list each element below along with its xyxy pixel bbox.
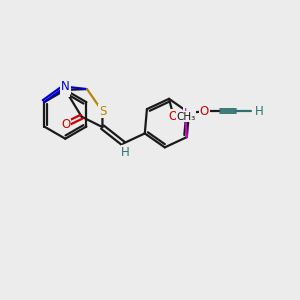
Text: I: I [184, 107, 187, 120]
Text: H: H [121, 146, 130, 159]
Text: O: O [169, 110, 178, 123]
Text: N: N [61, 83, 70, 97]
Text: O: O [61, 118, 71, 130]
Text: H: H [255, 105, 264, 118]
Text: O: O [200, 105, 209, 118]
Text: N: N [61, 80, 70, 93]
Text: CH₃: CH₃ [176, 112, 196, 122]
Text: S: S [99, 105, 106, 118]
